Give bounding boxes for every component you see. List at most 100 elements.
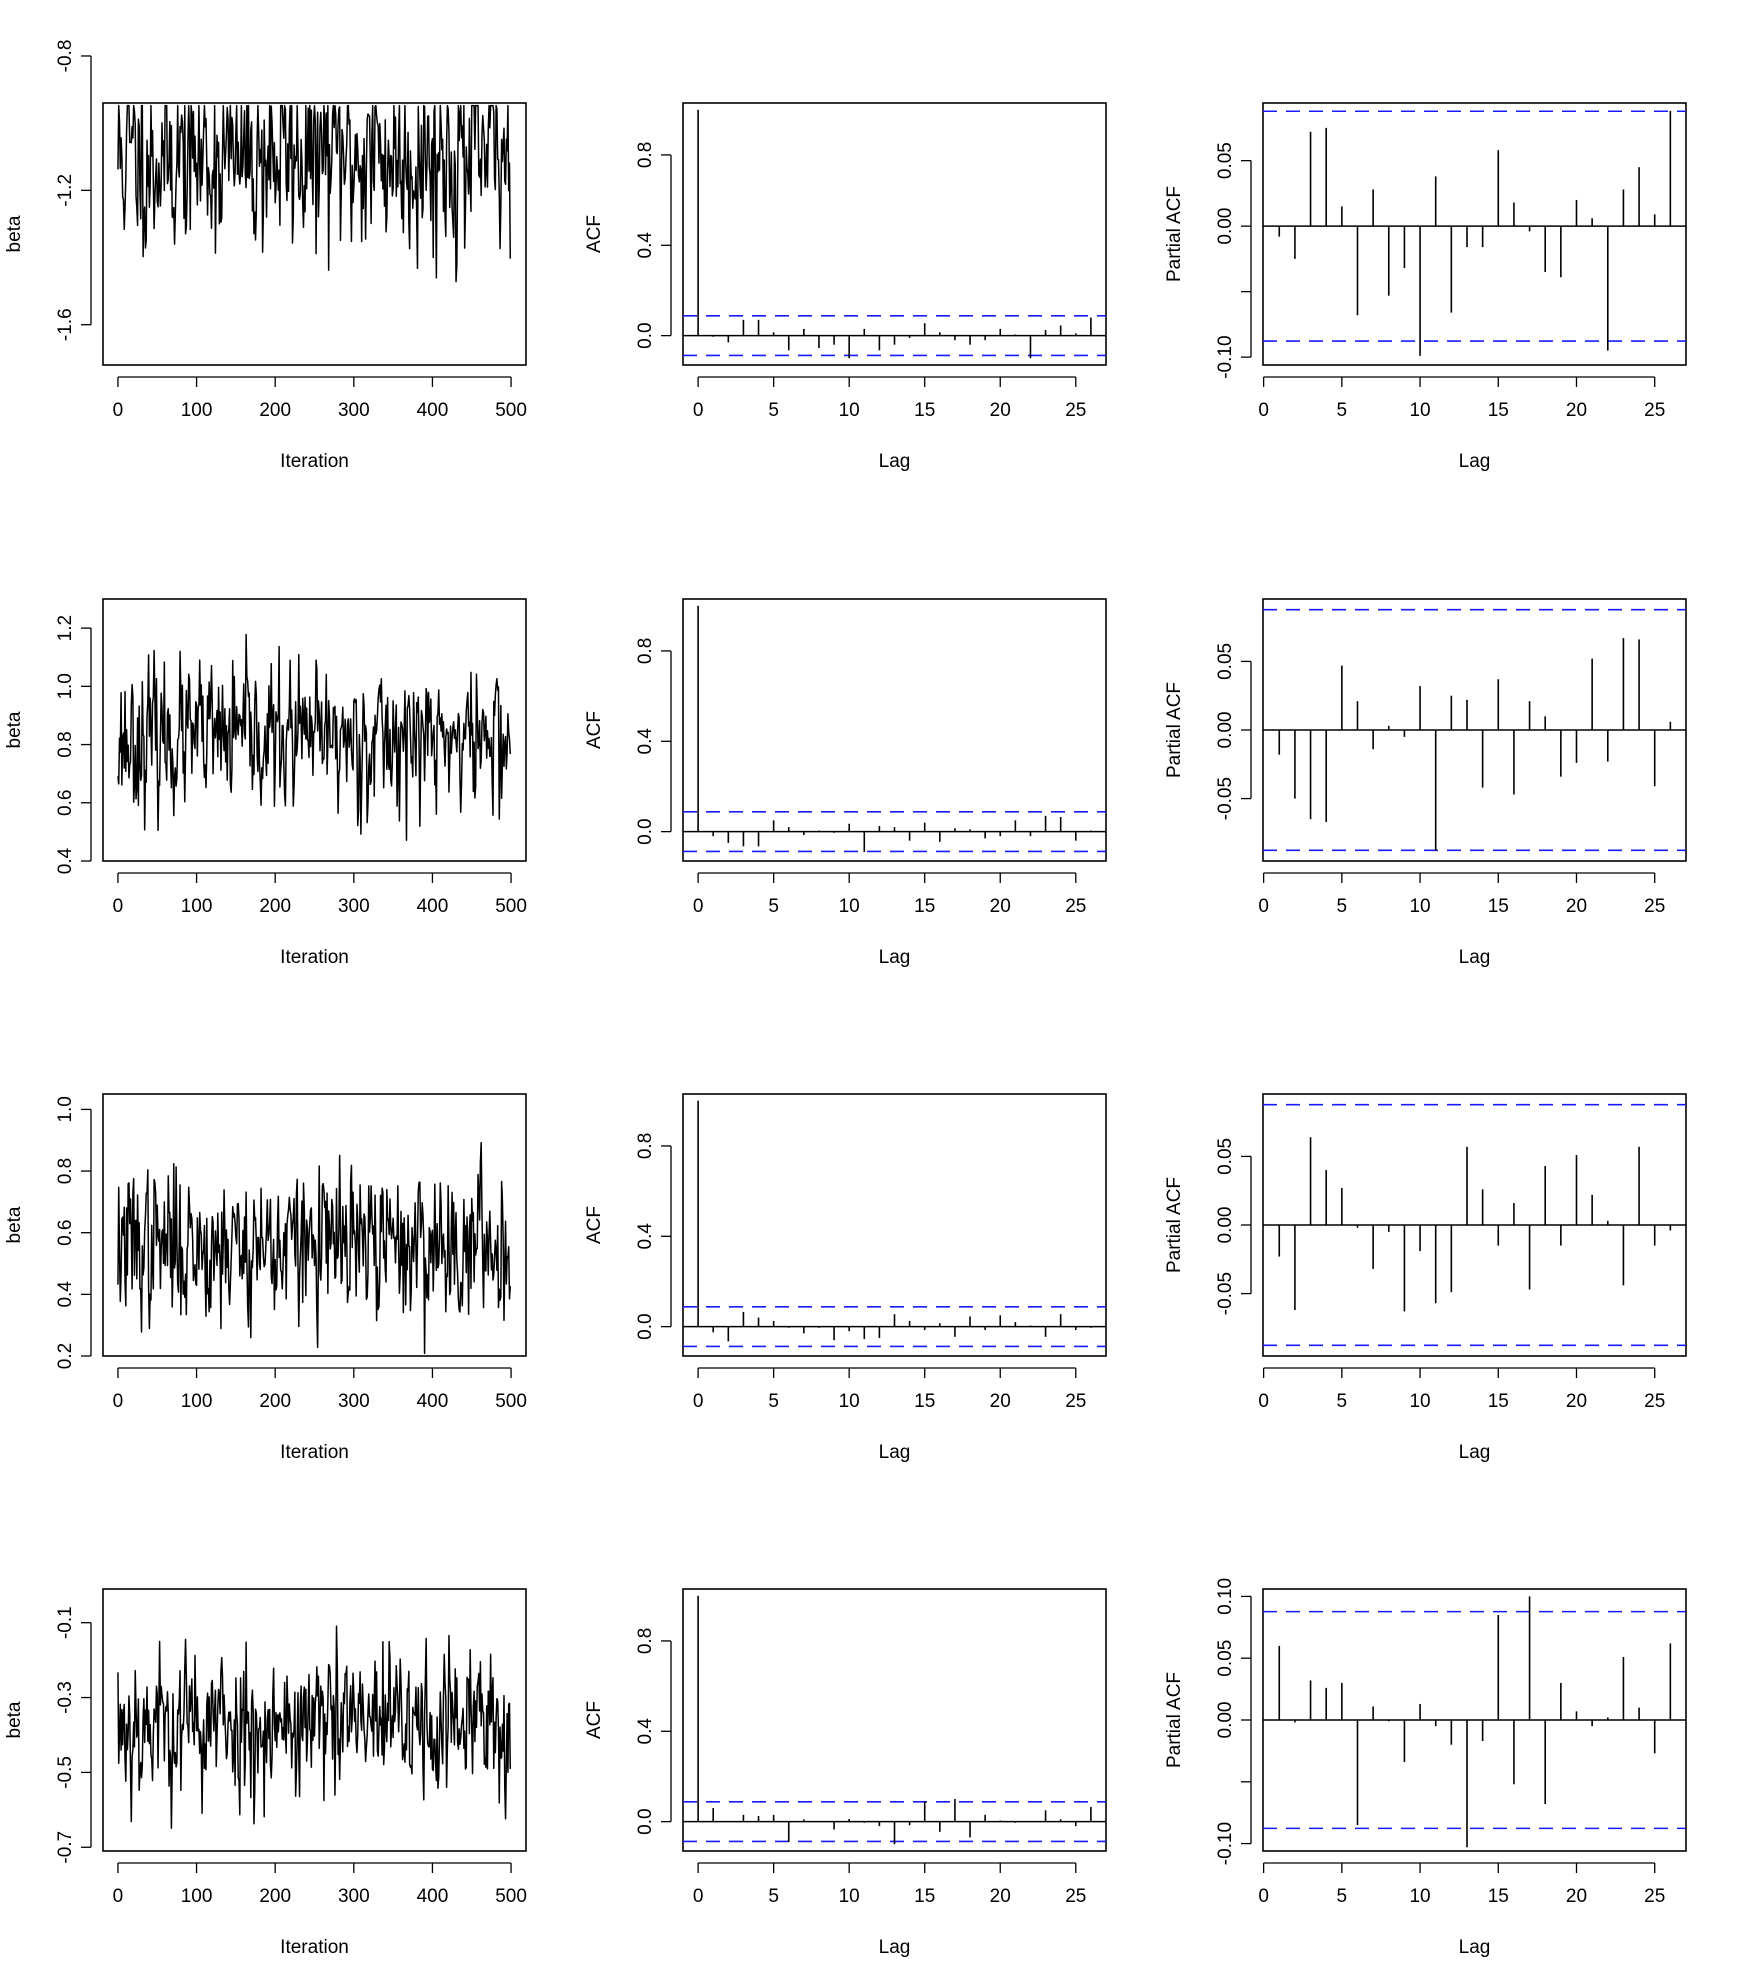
y-axis-title: Partial ACF (1164, 1177, 1185, 1273)
y-tick-label: -0.5 (55, 1756, 76, 1789)
y-tick-label: 0.8 (55, 731, 76, 757)
trace-line (117, 633, 512, 842)
y-axis-title: beta (4, 711, 25, 748)
plot-frame (682, 1093, 1107, 1357)
panel-trace-row2: 0 100 200 300 400 500 0.4 0.6 0.8 1.0 1.2 Iteration… (4, 598, 527, 968)
y-tick-label: -1.2 (55, 174, 76, 207)
y-tick-label: 0.00 (1215, 208, 1236, 245)
y-tick-label: -0.10 (1215, 1822, 1236, 1865)
x-axis-title: Iteration (280, 451, 349, 472)
x-tick-label: 25 (1644, 1391, 1665, 1412)
y-axis-title: beta (4, 1206, 25, 1243)
x-tick-label: 15 (914, 400, 935, 421)
panel-acf-row4: 0 5 10 15 20 25 0.0 0.4 0.8 Lag ACF (584, 1588, 1107, 1958)
x-tick-label: 15 (1488, 896, 1509, 917)
x-tick-label: 5 (1337, 1886, 1348, 1907)
x-tick-label: 15 (1488, 400, 1509, 421)
plot-frame (1262, 102, 1687, 366)
x-axis-title: Lag (1459, 947, 1491, 968)
x-tick-label: 500 (495, 896, 527, 917)
plot-frame (682, 598, 1107, 862)
x-tick-label: 300 (338, 1886, 370, 1907)
y-tick-label: 0.4 (635, 728, 656, 755)
y-tick-label: 0.6 (55, 1219, 76, 1245)
y-tick-label: 0.8 (635, 142, 656, 168)
x-tick-label: 25 (1065, 1886, 1086, 1907)
x-tick-label: 5 (768, 1886, 779, 1907)
y-tick-label: 0.00 (1215, 1702, 1236, 1739)
x-tick-label: 0 (113, 896, 124, 917)
x-tick-label: 400 (417, 896, 449, 917)
y-tick-label: 0.4 (55, 1281, 76, 1308)
x-tick-label: 25 (1644, 896, 1665, 917)
x-axis-title: Lag (1459, 451, 1491, 472)
panel-acf-row1: 0 5 10 15 20 25 0.0 0.4 0.8 Lag ACF (584, 102, 1107, 472)
x-tick-label: 0 (1258, 896, 1269, 917)
x-tick-label: 100 (181, 1391, 213, 1412)
y-tick-label: -0.10 (1215, 335, 1236, 378)
plot-frame (682, 102, 1107, 366)
x-tick-label: 5 (768, 1391, 779, 1412)
x-tick-label: 0 (1258, 1886, 1269, 1907)
y-axis-title: beta (4, 215, 25, 252)
y-tick-label: 1.0 (55, 673, 76, 699)
x-tick-label: 500 (495, 1886, 527, 1907)
x-tick-label: 10 (1409, 1391, 1430, 1412)
y-tick-label: 0.2 (55, 1343, 76, 1369)
y-tick-label: 1.2 (55, 615, 76, 641)
x-axis-title: Iteration (280, 947, 349, 968)
x-tick-label: 200 (259, 400, 291, 421)
x-tick-label: 5 (768, 896, 779, 917)
y-tick-label: 0.8 (635, 1628, 656, 1654)
x-tick-label: 0 (693, 1886, 704, 1907)
x-tick-label: 100 (181, 896, 213, 917)
x-tick-label: 20 (990, 1886, 1011, 1907)
x-tick-label: 25 (1644, 400, 1665, 421)
x-tick-label: 400 (417, 1886, 449, 1907)
x-tick-label: 0 (113, 400, 124, 421)
plot-frame (102, 598, 527, 862)
x-tick-label: 400 (417, 1391, 449, 1412)
y-tick-label: -0.8 (55, 40, 76, 73)
x-tick-label: 25 (1065, 1391, 1086, 1412)
y-tick-label: 0.8 (635, 1133, 656, 1159)
y-tick-label: 0.8 (635, 638, 656, 664)
y-axis-title: ACF (584, 711, 605, 749)
y-tick-label: -0.05 (1215, 1272, 1236, 1315)
x-tick-label: 15 (914, 1886, 935, 1907)
x-tick-label: 0 (113, 1886, 124, 1907)
x-tick-label: 0 (693, 1391, 704, 1412)
y-tick-label: -1.6 (55, 308, 76, 341)
x-axis-title: Lag (879, 1937, 911, 1958)
x-tick-label: 500 (495, 1391, 527, 1412)
x-tick-label: 25 (1065, 896, 1086, 917)
x-tick-label: 25 (1065, 400, 1086, 421)
x-tick-label: 200 (259, 1391, 291, 1412)
x-tick-label: 10 (1409, 400, 1430, 421)
y-tick-label: 0.05 (1215, 1640, 1236, 1677)
y-tick-label: 0.0 (635, 1313, 656, 1339)
x-axis-title: Iteration (280, 1442, 349, 1463)
y-tick-label: 0.0 (635, 818, 656, 844)
trace-line (117, 1625, 512, 1829)
x-tick-label: 20 (1566, 400, 1587, 421)
x-tick-label: 10 (839, 1886, 860, 1907)
trace-line (117, 104, 512, 283)
x-tick-label: 15 (1488, 1391, 1509, 1412)
x-tick-label: 10 (1409, 1886, 1430, 1907)
x-tick-label: 100 (181, 400, 213, 421)
y-tick-label: 0.4 (635, 1223, 656, 1250)
x-tick-label: 15 (914, 896, 935, 917)
plot-frame (102, 1093, 527, 1357)
x-tick-label: 5 (1337, 400, 1348, 421)
x-axis-title: Lag (879, 1442, 911, 1463)
x-axis-title: Iteration (280, 1937, 349, 1958)
x-tick-label: 0 (113, 1391, 124, 1412)
y-tick-label: 0.6 (55, 790, 76, 816)
panel-trace-row4: 0 100 200 300 400 500 -0.1 -0.3 -0.5 -0.7 Iteratio… (4, 1588, 527, 1958)
x-tick-label: 5 (768, 400, 779, 421)
y-tick-label: 0.05 (1215, 142, 1236, 179)
trace-line (117, 1141, 512, 1355)
y-axis-title: ACF (584, 215, 605, 253)
plot-frame (682, 1588, 1107, 1852)
